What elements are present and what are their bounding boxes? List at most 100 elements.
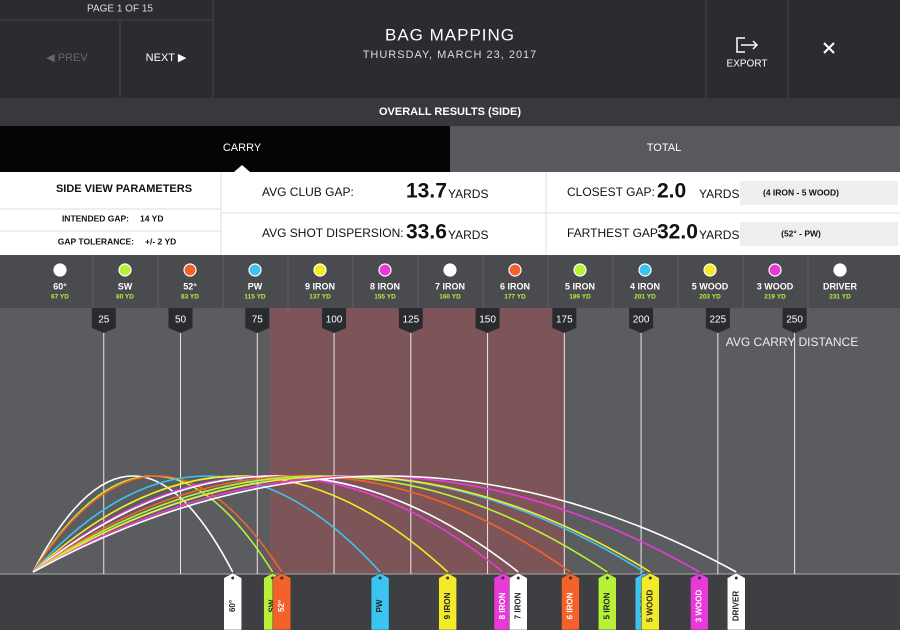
next-button[interactable]: NEXT ▶ [146, 52, 187, 64]
trajectory [32, 475, 737, 573]
club-name: PW [248, 281, 263, 291]
club-dot [443, 263, 457, 277]
stat-label: FARTHEST GAP: [567, 226, 661, 240]
landing-tag [370, 572, 390, 630]
landing-tag [272, 572, 292, 630]
x-tick-label: 50 [175, 315, 187, 326]
chart: 25 50 75 100 125 150 175 200 225 250 AVG CARRY DIS… [32, 255, 858, 630]
landing-tag [727, 572, 746, 630]
x-tick-label: 125 [402, 315, 419, 326]
tag-hole [280, 576, 284, 580]
params-dividers [0, 172, 900, 255]
x-tick-label: 175 [556, 315, 573, 326]
trajectory [32, 475, 449, 573]
export-icon[interactable] [736, 37, 759, 53]
x-tick-label: 225 [710, 315, 727, 326]
stat-unit: YARDS [699, 187, 739, 201]
x-tick-label: 200 [633, 315, 650, 326]
tag-hole [501, 576, 505, 580]
tag-label: PW [375, 599, 384, 612]
tab-total[interactable] [450, 126, 900, 172]
close-button[interactable] [823, 42, 835, 54]
club-dot [703, 263, 717, 277]
stat-label: CLOSEST GAP: [567, 185, 655, 199]
tag-label: 8 IRON [498, 592, 507, 619]
trajectory [32, 475, 283, 573]
club-name: 9 IRON [305, 281, 335, 291]
export-button[interactable]: EXPORT [727, 59, 768, 70]
x-tick-label: 150 [479, 315, 496, 326]
stat-value: 13.7 [406, 180, 447, 203]
date: THURSDAY, MARCH 23, 2017 [363, 49, 538, 61]
club-carry: 67 YD [51, 294, 69, 301]
tag-hole [648, 576, 652, 580]
club-dot [313, 263, 327, 277]
tick-tag [552, 308, 577, 333]
note-box [740, 181, 898, 205]
tag-hole [734, 576, 738, 580]
tag-hole [516, 576, 520, 580]
club-name: 4 IRON [630, 281, 660, 291]
club-name: DRIVER [823, 281, 858, 291]
gap-highlight [270, 308, 565, 574]
tick-tag [705, 308, 730, 333]
tag-label: DRIVER [731, 591, 740, 621]
club-carry: 177 YD [504, 294, 526, 301]
title: BAG MAPPING [385, 25, 515, 44]
landing-tag [561, 572, 580, 630]
club-carry: 80 YD [116, 294, 134, 301]
section-title: OVERALL RESULTS (SIDE) [379, 106, 521, 118]
x-tick-label: 75 [252, 315, 264, 326]
tag-label: 3 WOOD [695, 590, 704, 623]
stat-unit: YARDS [448, 228, 488, 242]
landing-tag [223, 572, 242, 630]
tab-label[interactable]: TOTAL [647, 142, 681, 154]
param-value: 14 YD [140, 213, 163, 223]
section-bar [0, 98, 900, 126]
tick-tag [475, 308, 500, 333]
stat-note: (4 IRON - 5 WOOD) [763, 187, 839, 197]
tag-label: 6 IRON [566, 592, 575, 619]
club-dot [183, 263, 197, 277]
tag-hole [378, 576, 382, 580]
landing-tag [690, 572, 709, 630]
club-carry: 83 YD [181, 294, 199, 301]
tag-label: 7 IRON [513, 592, 522, 619]
club-dot [768, 263, 782, 277]
tick-tag [629, 308, 654, 333]
tick-tag [782, 308, 807, 333]
param-label: GAP TOLERANCE: [58, 236, 134, 246]
chart-area [0, 308, 900, 574]
tick-tag [245, 308, 270, 333]
club-carry: 160 YD [439, 294, 461, 301]
club-dot [248, 263, 262, 277]
param-value: +/- 2 YD [145, 236, 176, 246]
club-dot [118, 263, 132, 277]
stat-label: AVG SHOT DISPERSION: [262, 226, 404, 240]
club-name: 6 IRON [500, 281, 530, 291]
landing-tag [509, 572, 528, 630]
tag-hole [697, 576, 701, 580]
prev-button[interactable]: ◀ PREV [46, 52, 88, 64]
params-title: SIDE VIEW PARAMETERS [56, 183, 192, 195]
club-dot [53, 263, 67, 277]
landing-tag [493, 572, 513, 630]
stat-note: (52° - PW) [781, 228, 821, 238]
page-indicator: PAGE 1 OF 15 [87, 4, 153, 15]
stat-unit: YARDS [699, 228, 739, 242]
club-carry: 231 YD [829, 294, 851, 301]
stat-unit: YARDS [448, 187, 488, 201]
x-tick-label: 250 [786, 315, 803, 326]
tab-label[interactable]: CARRY [223, 142, 262, 154]
trajectory [32, 475, 381, 573]
stat-value: 2.0 [657, 180, 686, 203]
club-name: SW [118, 281, 133, 291]
club-dot [573, 263, 587, 277]
club-dot [378, 263, 392, 277]
x-tick-label: 25 [98, 315, 110, 326]
stat-value: 32.0 [657, 221, 698, 244]
club-name: 5 IRON [565, 281, 595, 291]
club-name: 7 IRON [435, 281, 465, 291]
tab-carry[interactable] [0, 126, 450, 172]
